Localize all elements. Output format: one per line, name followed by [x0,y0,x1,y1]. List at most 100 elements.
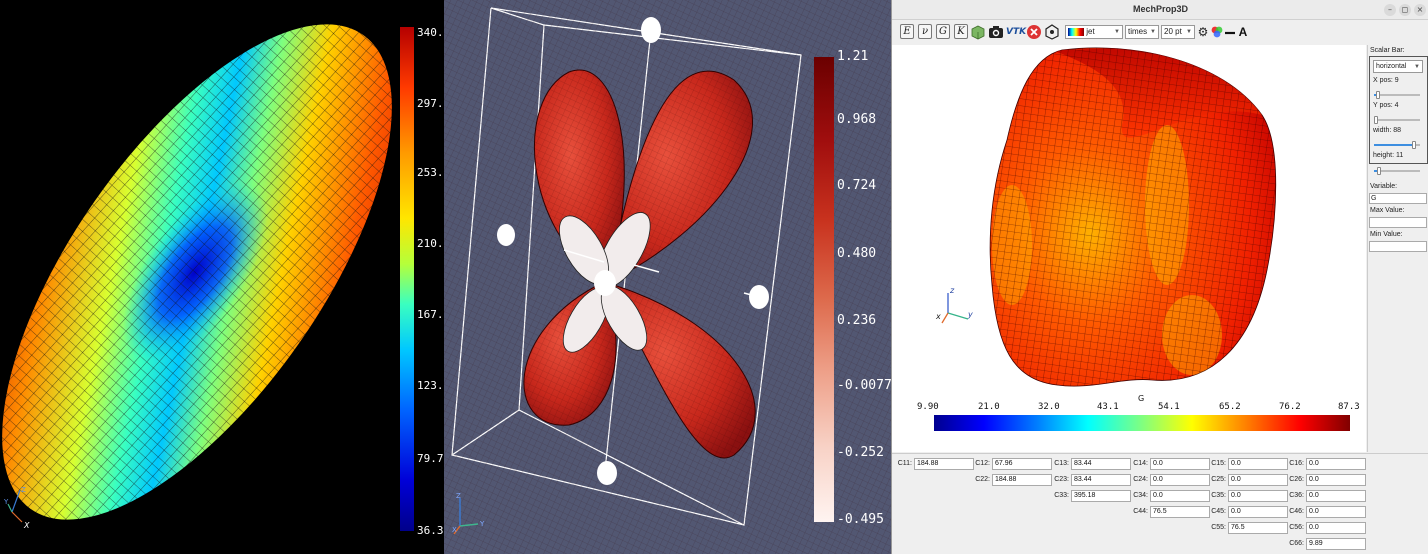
axis-label-z: Z [456,492,461,500]
colorbar-title: G [1138,394,1145,403]
min-value-field[interactable] [1369,241,1427,252]
constant-field[interactable]: 0.0 [1306,490,1366,502]
slider-handle[interactable] [1374,116,1378,124]
shear-modulus-button[interactable]: G [936,24,950,39]
font-label: times [1128,27,1148,36]
colorbar-tick: 1.21 [837,49,869,64]
constant-field[interactable]: 76.5 [1150,506,1210,518]
colorbar-tick: 297. [417,97,444,110]
colormap-swatch [1068,27,1084,36]
max-value-field[interactable] [1369,217,1427,228]
cube-icon[interactable] [971,24,985,40]
constant-field[interactable]: 0.0 [1228,490,1288,502]
colorbar-tick: 253. [417,166,444,179]
close-button[interactable]: × [1414,4,1426,16]
colormap-label: jet [1086,27,1095,36]
colorbar-tick: -0.252 [837,445,884,460]
colorbar-tick: 340. [417,26,444,39]
3d-viewport[interactable]: z x y G 9.90 21.0 32.0 43.1 54.1 65.2 76… [892,45,1366,452]
slider-handle[interactable] [1377,167,1382,175]
vtk-export-icon[interactable]: VTK [1006,27,1027,37]
constant-field[interactable]: 0.0 [1150,474,1210,486]
constant-field[interactable]: 0.0 [1306,506,1366,518]
font-select[interactable]: times ▼ [1125,25,1159,39]
constant-label: C45: [1211,508,1226,515]
constant-field[interactable]: 9.89 [1306,538,1366,550]
constant-field[interactable]: 0.0 [1306,522,1366,534]
constant-label: C35: [1211,492,1226,499]
orientation-select[interactable]: horizontal ▼ [1373,60,1423,73]
gear-icon[interactable]: ⚙ [1197,25,1209,39]
constant-field[interactable]: 0.0 [1150,458,1210,470]
colorbar-tick: 32.0 [1038,402,1060,412]
constant-field[interactable]: 0.0 [1306,474,1366,486]
colorbar-tick: 21.0 [978,402,1000,412]
max-value-label: Max Value: [1370,207,1405,214]
colorbar-tick: 0.480 [837,246,877,261]
chevron-down-icon: ▼ [1186,29,1192,35]
youngs-modulus-button[interactable]: E [900,24,914,39]
y-pos-slider[interactable] [1374,116,1420,124]
constant-label: C11: [897,460,912,467]
axis-label-y: y [967,310,973,319]
height-slider[interactable] [1374,167,1420,175]
constant-label: C13: [1054,460,1069,467]
y-pos-label: Y pos: 4 [1373,102,1399,109]
colormap-select[interactable]: jet ▼ [1065,25,1123,39]
x-pos-slider[interactable] [1374,91,1420,99]
render-view-middle[interactable]: 1.21 0.968 0.724 0.480 0.236 -0.00770 -0… [444,0,891,554]
poisson-ratio-button[interactable]: ν [918,24,932,39]
constant-label: C55: [1211,524,1226,531]
clear-icon[interactable] [1026,24,1042,40]
font-size-label: 20 pt [1164,27,1182,36]
minimize-button[interactable]: – [1384,4,1396,16]
toolbar: E ν G K VTK jet ▼ times ▼ 20 pt ▼ ⚙ [892,20,1428,44]
constant-label: C56: [1289,524,1304,531]
mechprop3d-window: MechProp3D – ◻ × E ν G K VTK jet ▼ times… [891,0,1428,554]
window-title: MechProp3D [1132,4,1188,14]
colorbar-tick: 36.3 [417,524,444,537]
reset-view-icon[interactable] [1044,24,1060,40]
constant-field[interactable]: 184.88 [914,458,974,470]
title-bar[interactable]: MechProp3D – ◻ × [892,0,1428,20]
line-width-icon[interactable] [1225,24,1235,40]
constant-field[interactable]: 395.18 [1071,490,1131,502]
slider-handle[interactable] [1376,91,1381,99]
constant-field[interactable]: 83.44 [1071,458,1131,470]
constant-field[interactable]: 0.0 [1228,458,1288,470]
constant-field[interactable]: 0.0 [1306,458,1366,470]
text-style-button[interactable]: A [1238,25,1248,39]
font-size-select[interactable]: 20 pt ▼ [1161,25,1195,39]
variable-field[interactable]: G [1369,193,1427,204]
bulk-modulus-button[interactable]: K [954,24,968,39]
render-view-left[interactable]: 340. 297. 253. 210. 167. 123. 79.7 36.3 … [0,0,444,554]
stiffness-matrix-grid: C11: 184.88 C12: 67.96 C13: 83.44 C14: 0.0 C15: 0… [892,453,1428,554]
constant-field[interactable]: 83.44 [1071,474,1131,486]
axis-label-x: X [452,526,457,534]
constant-field[interactable]: 184.88 [992,474,1052,486]
colorbar-tick: 87.3 [1338,402,1360,412]
constant-field[interactable]: 0.0 [1228,474,1288,486]
constant-field[interactable]: 67.96 [992,458,1052,470]
constant-field[interactable]: 76.5 [1228,522,1288,534]
axis-label-x: x [935,312,941,321]
slider-handle[interactable] [1412,141,1417,149]
colorbar-tick: 76.2 [1279,402,1301,412]
constant-field[interactable]: 0.0 [1150,490,1210,502]
constant-label: C14: [1133,460,1148,467]
x-pos-label: X pos: 9 [1373,77,1399,84]
slider-fill [1374,144,1415,146]
constant-label: C33: [1054,492,1069,499]
color-palette-icon[interactable] [1210,24,1224,40]
width-slider[interactable] [1374,141,1420,149]
axis-label-z: z [949,286,955,295]
constant-label: C26: [1289,476,1304,483]
colorbar-tick: 123. [417,379,444,392]
camera-icon[interactable] [988,24,1004,40]
constant-field[interactable]: 0.0 [1228,506,1288,518]
constant-label: C12: [975,460,990,467]
axes-orientation-widget: z x y [935,286,973,324]
scalar-bar-panel: Scalar Bar: horizontal ▼ X pos: 9 Y pos:… [1367,45,1428,452]
colorbar-left [400,27,414,531]
maximize-button[interactable]: ◻ [1399,4,1411,16]
